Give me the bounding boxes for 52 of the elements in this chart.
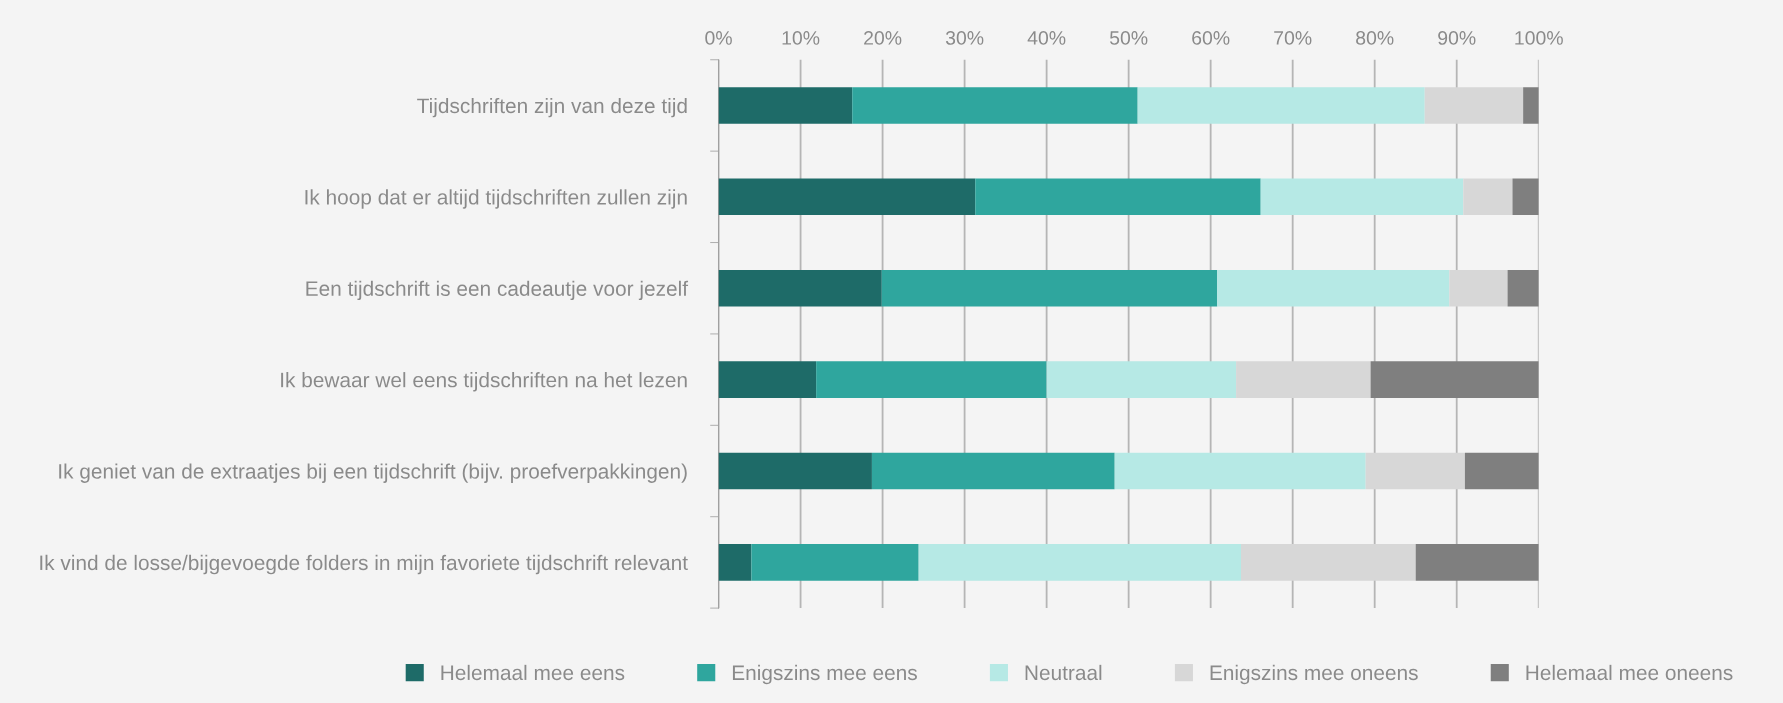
bar [918,544,1241,581]
y-tick-label: Ik vind de losse/bijgevoegde folders in mijn favoriete tijdschrift relevant [40,554,688,575]
y-tick-label: Ik bewaar wel eens tijdschriften na het lezen [281,372,687,392]
x-tick-label: 40% [1027,31,1066,45]
bar [718,178,976,216]
x-tick-label: 20% [864,31,902,45]
legend-label: Neutraal [1025,664,1102,681]
bar [1370,361,1539,398]
bar [1217,269,1450,307]
x-tick-label: 90% [1438,31,1476,45]
bar [1463,178,1513,216]
bar [1507,269,1539,307]
x-tick-label: 70% [1274,31,1312,45]
x-tick-label: 10% [782,31,820,45]
bar [852,87,1138,124]
bar [871,452,1115,490]
bar [1415,544,1539,581]
legend-label: Helemaal mee oneens [1526,664,1733,681]
y-tick-label: Ik hoop dat er altijd tijdschriften zullen zijn [305,189,687,209]
x-tick-label: 60% [1192,31,1230,45]
bar [1046,361,1237,398]
bar [1236,361,1371,398]
y-tick-label: Tijdschriften zijn van deze tijd [417,97,687,118]
bar [1512,178,1539,216]
bar [1464,452,1539,490]
x-tick-label: 30% [945,31,984,45]
bar [1260,178,1464,216]
bar [718,544,752,581]
y-tick-label: Een tijdschrift is een cadeautje voor jezelf [306,280,689,301]
x-tick-label: 0% [705,31,732,45]
bar [881,269,1218,307]
bar [1114,452,1366,490]
y-tick-label: Ik geniet van de extraatjes bij een tijdschrift (bijv. proefverpakkingen) [59,463,687,483]
bar [1449,269,1508,307]
bar [975,178,1261,216]
x-tick-label: 80% [1356,31,1394,45]
bar [1137,87,1425,124]
bar [1424,87,1524,124]
bar [751,544,919,581]
bar [718,452,872,490]
bar [1241,544,1416,581]
bar [1365,452,1465,490]
bar [718,87,853,124]
bar [718,269,882,307]
legend-label: Helemaal mee eens [441,664,625,681]
legend-label: Enigszins mee oneens [1210,664,1418,685]
bar [1523,87,1539,124]
bar [816,361,1047,398]
legend-label: Enigszins mee eens [732,664,917,685]
x-tick-label: 100% [1515,31,1563,45]
bar [718,361,817,398]
x-tick-label: 50% [1109,31,1148,45]
